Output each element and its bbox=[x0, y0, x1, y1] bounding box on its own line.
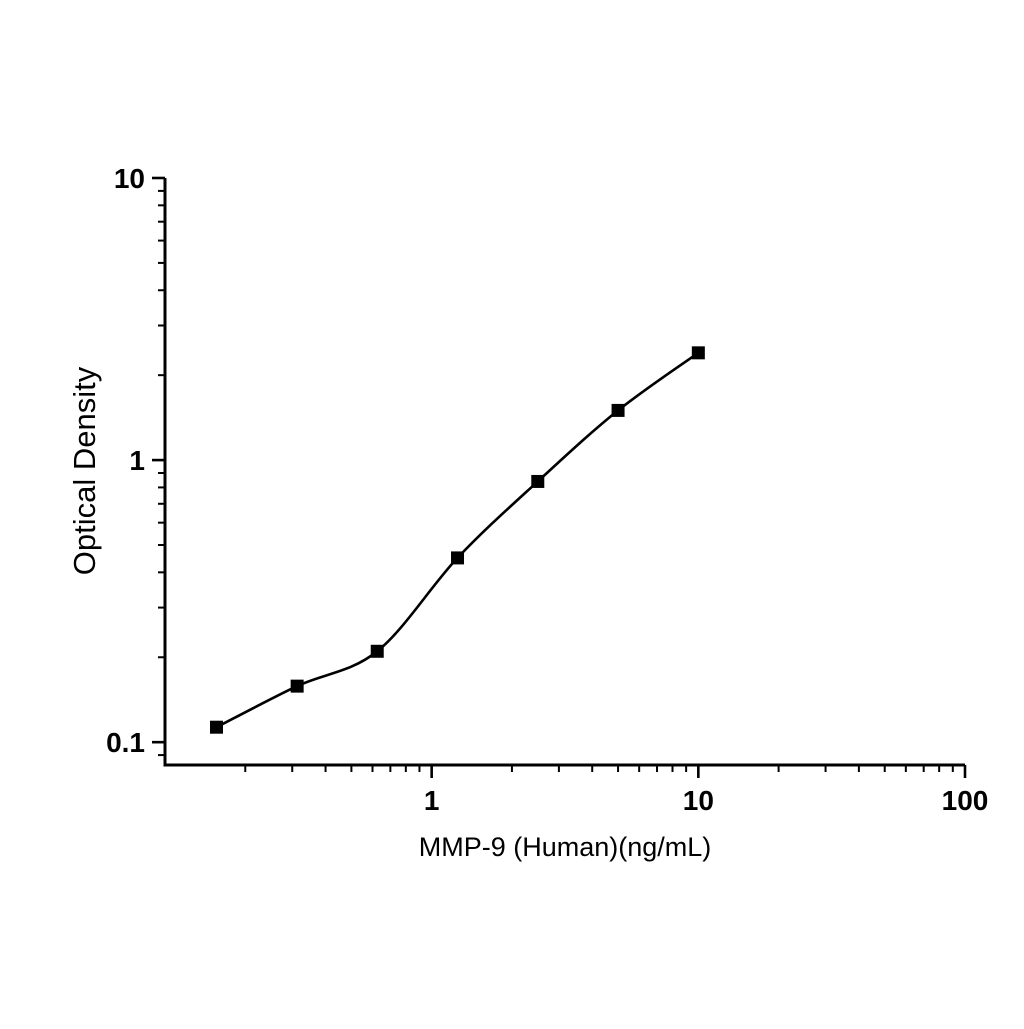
data-point bbox=[611, 403, 625, 417]
y-tick-label: 0.1 bbox=[106, 727, 145, 758]
x-tick-label: 100 bbox=[942, 785, 989, 816]
y-tick-label: 10 bbox=[114, 163, 145, 194]
data-points bbox=[209, 346, 705, 734]
data-point bbox=[531, 474, 545, 488]
y-axis-title: Optical Density bbox=[67, 366, 102, 575]
axes-layer: 1 10 100 0.1 1 10 bbox=[106, 163, 988, 816]
y-axis: 0.1 1 10 bbox=[106, 163, 165, 758]
data-point bbox=[691, 346, 705, 360]
x-axis-title: MMP-9 (Human)(ng/mL) bbox=[419, 832, 712, 862]
data-point bbox=[290, 679, 304, 693]
plot-layer bbox=[209, 346, 705, 734]
data-point bbox=[209, 720, 223, 734]
x-tick-label: 1 bbox=[424, 785, 440, 816]
fit-curve bbox=[215, 351, 700, 729]
x-tick-label: 10 bbox=[683, 785, 714, 816]
x-axis: 1 10 100 bbox=[244, 765, 989, 816]
y-tick-label: 1 bbox=[129, 445, 145, 476]
data-point bbox=[451, 551, 465, 565]
data-point bbox=[370, 644, 384, 658]
